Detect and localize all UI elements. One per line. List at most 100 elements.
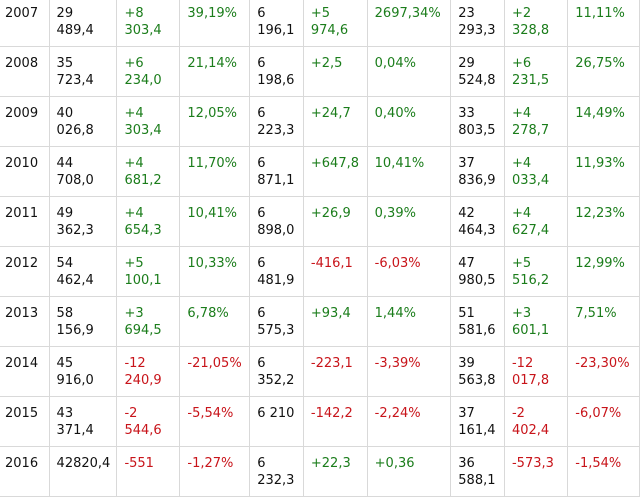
table-row: 2011 49 362,3 +4 654,3 10,41% 6 898,0 +2…: [0, 196, 640, 247]
table-cell: 12,99%: [567, 246, 640, 297]
table-cell: +2,5: [302, 46, 368, 97]
table-cell: 6 210: [249, 396, 304, 447]
table-cell: 36 588,1: [450, 446, 505, 497]
year-cell: 2009: [0, 96, 50, 147]
table-cell: -551: [116, 446, 181, 497]
table-cell: 6 898,0: [249, 196, 304, 247]
table-cell: -21,05%: [179, 346, 251, 397]
table-cell: 42820,4: [48, 446, 118, 497]
table-cell: -1,27%: [179, 446, 251, 497]
table-cell: +3 601,1: [503, 296, 569, 347]
table-cell: 12,05%: [179, 96, 251, 147]
table-cell: 39,19%: [179, 0, 251, 47]
table-row: 2014 45 916,0 -12 240,9 -21,05% 6 352,2 …: [0, 346, 640, 397]
year-cell: 2012: [0, 246, 50, 297]
table-cell: +4 033,4: [503, 146, 569, 197]
table-cell: +4 654,3: [116, 196, 181, 247]
table-cell: 6 575,3: [249, 296, 304, 347]
table-cell: 37 161,4: [450, 396, 505, 447]
table-cell: 40 026,8: [48, 96, 118, 147]
table-cell: +26,9: [302, 196, 368, 247]
table-cell: +4 303,4: [116, 96, 181, 147]
table-cell: -12 017,8: [503, 346, 569, 397]
table-row: 2012 54 462,4 +5 100,1 10,33% 6 481,9 -4…: [0, 246, 640, 297]
table-cell: -2,24%: [366, 396, 452, 447]
table-row: 2016 42820,4 -551 -1,27% 6 232,3 +22,3 +…: [0, 446, 640, 497]
table-cell: +5 516,2: [503, 246, 569, 297]
table-cell: -2 544,6: [116, 396, 181, 447]
table-cell: -142,2: [302, 396, 368, 447]
table-cell: 6,78%: [179, 296, 251, 347]
table-row: 2009 40 026,8 +4 303,4 12,05% 6 223,3 +2…: [0, 96, 640, 147]
table-cell: 29 524,8: [450, 46, 505, 97]
table-cell: +4 627,4: [503, 196, 569, 247]
table-cell: +8 303,4: [116, 0, 181, 47]
table-cell: 1,44%: [366, 296, 452, 347]
table-cell: +3 694,5: [116, 296, 181, 347]
table-row: 2015 43 371,4 -2 544,6 -5,54% 6 210 -142…: [0, 396, 640, 447]
table-cell: 10,41%: [179, 196, 251, 247]
table-cell: 23 293,3: [450, 0, 505, 47]
table-cell: 29 489,4: [48, 0, 118, 47]
table-cell: 6 871,1: [249, 146, 304, 197]
year-cell: 2013: [0, 296, 50, 347]
table-cell: +24,7: [302, 96, 368, 147]
table-cell: 6 196,1: [249, 0, 304, 47]
table-cell: 2697,34%: [366, 0, 452, 47]
table-cell: +2 328,8: [503, 0, 569, 47]
table-cell: 7,51%: [567, 296, 640, 347]
table-cell: 6 223,3: [249, 96, 304, 147]
table-cell: +4 278,7: [503, 96, 569, 147]
table-cell: 51 581,6: [450, 296, 505, 347]
table-cell: 6 481,9: [249, 246, 304, 297]
table-row: 2007 29 489,4 +8 303,4 39,19% 6 196,1 +5…: [0, 0, 640, 47]
table-cell: 10,33%: [179, 246, 251, 297]
table-cell: 11,70%: [179, 146, 251, 197]
table-cell: +6 234,0: [116, 46, 181, 97]
table-cell: 42 464,3: [450, 196, 505, 247]
table-cell: +5 100,1: [116, 246, 181, 297]
table-cell: -3,39%: [366, 346, 452, 397]
table-cell: 58 156,9: [48, 296, 118, 347]
year-cell: 2016: [0, 446, 50, 497]
table-cell: 43 371,4: [48, 396, 118, 447]
table-cell: 6 352,2: [249, 346, 304, 397]
table-cell: 0,40%: [366, 96, 452, 147]
year-cell: 2014: [0, 346, 50, 397]
table-cell: -23,30%: [567, 346, 640, 397]
table-cell: 54 462,4: [48, 246, 118, 297]
table-cell: -2 402,4: [503, 396, 569, 447]
table-cell: 44 708,0: [48, 146, 118, 197]
table-cell: 0,04%: [366, 46, 452, 97]
table-row: 2010 44 708,0 +4 681,2 11,70% 6 871,1 +6…: [0, 146, 640, 197]
year-cell: 2007: [0, 0, 50, 47]
table-cell: 12,23%: [567, 196, 640, 247]
table-cell: -6,03%: [366, 246, 452, 297]
table-cell: +5 974,6: [302, 0, 368, 47]
table-cell: 35 723,4: [48, 46, 118, 97]
table-row: 2013 58 156,9 +3 694,5 6,78% 6 575,3 +93…: [0, 296, 640, 347]
table-cell: 11,11%: [567, 0, 640, 47]
year-cell: 2010: [0, 146, 50, 197]
table-cell: 49 362,3: [48, 196, 118, 247]
table-cell: -573,3: [503, 446, 569, 497]
table-cell: -223,1: [302, 346, 368, 397]
table-cell: 0,39%: [366, 196, 452, 247]
year-cell: 2008: [0, 46, 50, 97]
year-cell: 2011: [0, 196, 50, 247]
table-cell: 21,14%: [179, 46, 251, 97]
table-cell: 39 563,8: [450, 346, 505, 397]
year-cell: 2015: [0, 396, 50, 447]
table-cell: 26,75%: [567, 46, 640, 97]
table-cell: +22,3: [302, 446, 368, 497]
table-cell: +4 681,2: [116, 146, 181, 197]
table-cell: 45 916,0: [48, 346, 118, 397]
table-cell: +6 231,5: [503, 46, 569, 97]
table-cell: 33 803,5: [450, 96, 505, 147]
table-cell: 14,49%: [567, 96, 640, 147]
table-cell: 37 836,9: [450, 146, 505, 197]
table-cell: 6 198,6: [249, 46, 304, 97]
table-cell: 6 232,3: [249, 446, 304, 497]
table-cell: -1,54%: [567, 446, 640, 497]
